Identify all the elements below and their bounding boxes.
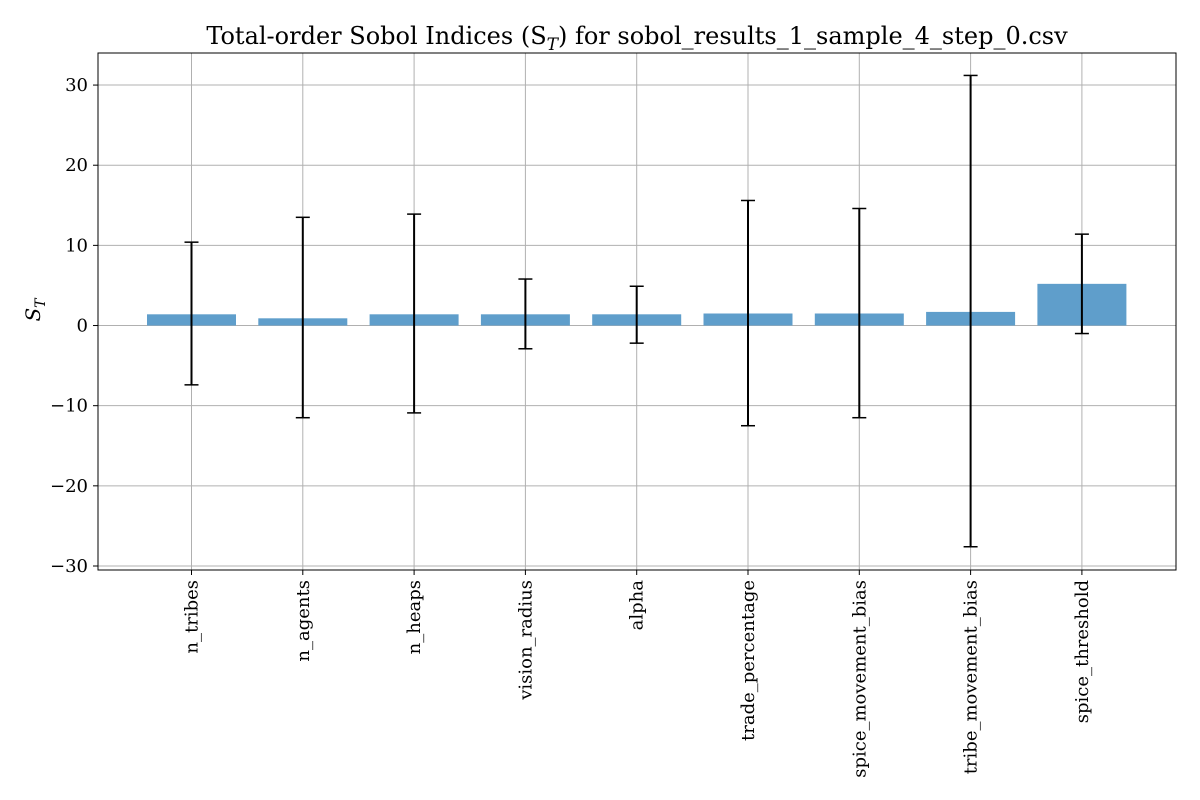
x-tick-label: n_heaps [404,580,425,654]
x-tick-label: trade_percentage [738,580,759,741]
y-tick-label: −30 [50,556,88,577]
chart-title: Total-order Sobol Indices (ST) for sobol… [206,22,1068,55]
y-tick-label: 0 [77,316,88,337]
x-tick-labels: n_tribes n_agents n_heaps vision_radius alph… [182,570,1093,778]
y-axis-label: ST [21,297,49,322]
y-tick-label: 30 [65,75,88,96]
y-tick-label: −10 [50,396,88,417]
y-tick-label: 10 [65,235,88,256]
y-tick-label: 20 [65,155,88,176]
y-tick-labels: −30 −20 −10 0 10 20 30 [50,75,98,577]
error-bars [184,74,1089,548]
x-tick-label: vision_radius [515,580,536,701]
x-tick-label: tribe_movement_bias [961,580,982,774]
y-tick-label: −20 [50,476,88,497]
x-tick-label: n_agents [293,580,314,662]
x-tick-label: spice_movement_bias [849,580,870,778]
x-tick-label: alpha [627,580,648,631]
x-tick-label: n_tribes [182,580,203,654]
x-tick-label: spice_threshold [1072,580,1093,723]
